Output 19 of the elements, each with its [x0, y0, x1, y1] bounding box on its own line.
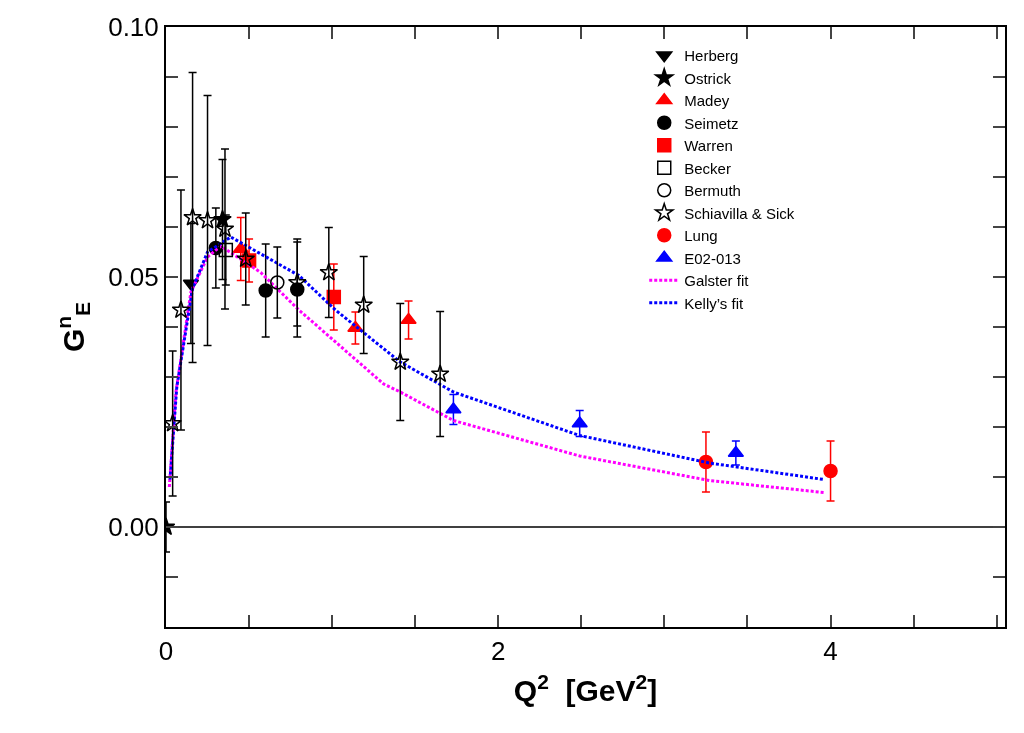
- x-tick-label: 4: [823, 636, 838, 667]
- legend-label: Galster fit: [684, 272, 750, 290]
- y-tick-label: 0.10: [108, 12, 159, 43]
- x-axis-title: Q$^{2}$ [GeV$^{2}$]: [513, 669, 658, 708]
- legend-label: Ostrick: [684, 69, 732, 87]
- legend-label: Madey: [684, 92, 730, 110]
- legend-label: Warren: [684, 137, 733, 155]
- legend-label: Lung: [684, 227, 718, 245]
- x-tick-label: 2: [491, 636, 506, 667]
- legend-label: Seimetz: [684, 114, 739, 132]
- legend-label: E02-013: [684, 249, 741, 267]
- legend-label: Herberg: [684, 47, 739, 65]
- legend-label: Becker: [684, 159, 731, 177]
- y-tick-label: 0.05: [108, 262, 159, 293]
- legend-label: Schiavilla & Sick: [684, 204, 795, 222]
- y-tick-label: 0.00: [108, 512, 159, 543]
- legend-label: Kelly’s fit: [684, 294, 744, 312]
- x-tick-label: 0: [158, 636, 174, 667]
- legend-label: Bermuth: [684, 182, 741, 200]
